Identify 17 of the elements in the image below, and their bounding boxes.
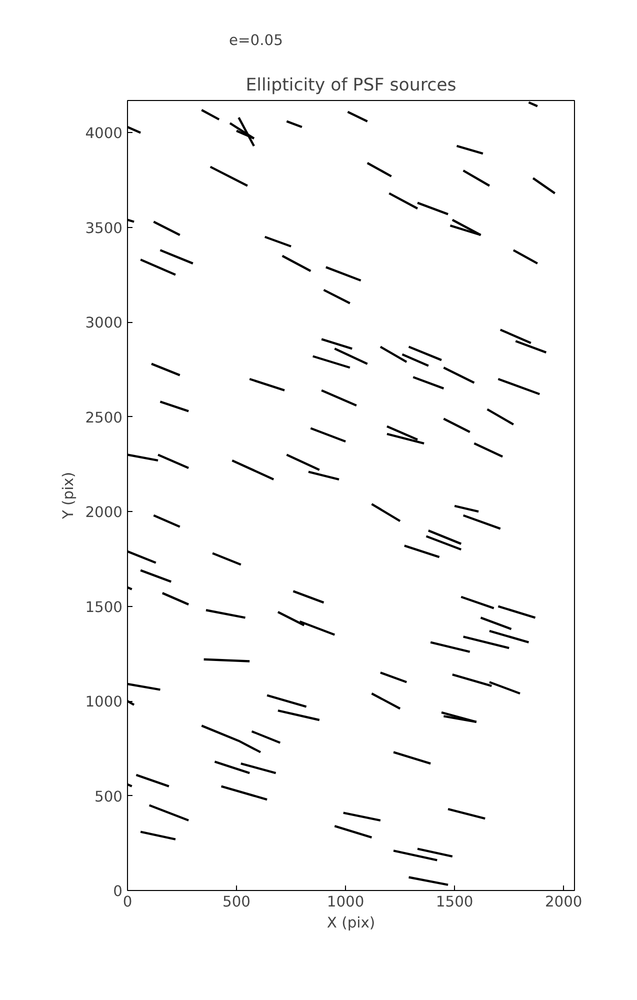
y-tick-label: 500 bbox=[94, 788, 123, 806]
y-tick-label: 3000 bbox=[85, 314, 123, 332]
y-tick-label: 1000 bbox=[85, 694, 123, 711]
y-axis-title: Y (pix) bbox=[60, 472, 78, 520]
x-tick-label: 500 bbox=[222, 894, 251, 910]
y-tick-label: 0 bbox=[113, 883, 123, 900]
y-tick-label: 3500 bbox=[85, 220, 123, 237]
x-tick-label: 1500 bbox=[436, 894, 474, 910]
y-tick-label: 4000 bbox=[85, 125, 123, 142]
x-tick-label: 1000 bbox=[326, 894, 364, 910]
x-tick-label: 2000 bbox=[544, 894, 582, 910]
x-axis-title: X (pix) bbox=[326, 914, 376, 932]
y-tick-label: 2500 bbox=[85, 409, 123, 426]
chart-title: Ellipticity of PSF sources bbox=[246, 76, 456, 96]
y-tick-label: 1500 bbox=[85, 598, 123, 616]
y-tick-label: 2000 bbox=[85, 504, 123, 522]
text: e=0.05 bbox=[229, 32, 283, 48]
